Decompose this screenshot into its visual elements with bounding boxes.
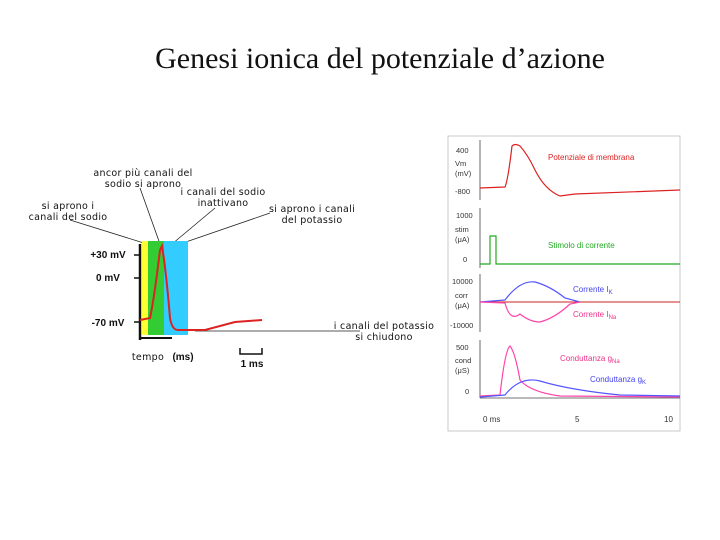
membrane-potential-curve	[479, 143, 681, 197]
potassium-conductance-curve	[479, 379, 681, 398]
membrane-potential-trace	[139, 242, 263, 331]
unit-label: (μA)	[455, 235, 470, 244]
pointer-line	[171, 207, 216, 245]
pointer-line	[179, 212, 271, 245]
sodium-onset-band	[142, 241, 152, 335]
x-tick-label: 10	[664, 415, 673, 424]
pointer-line	[139, 187, 161, 245]
y-tick-label: 0 mV	[96, 273, 120, 284]
page-title: Genesi ionica del potenziale d’azione	[155, 42, 605, 75]
tick-label: 400	[456, 146, 469, 155]
panel-border	[447, 135, 681, 432]
legend-potassium-current: Corrente IK	[573, 285, 613, 296]
unit-label: corr	[455, 291, 468, 300]
unit-label: cond	[455, 356, 471, 365]
legend-sodium-conductance: Conduttanza gNa	[560, 354, 620, 365]
panel-currents: 10000 -10000 corr (μA) Corrente IK Corre…	[450, 274, 680, 332]
tick-label: 0	[465, 387, 469, 396]
scale-bar-label: 1 ms	[241, 359, 264, 370]
panel-membrane-potential: 400 -800 Vm (mV) Potenziale di membrana	[455, 140, 681, 200]
label-sodium-inactive: i canali del sodio inattivano	[180, 187, 266, 209]
legend-membrane: Potenziale di membrana	[548, 153, 635, 162]
panel-stimulus: 1000 0 stim (μA) Stimolo di corrente	[455, 208, 680, 268]
unit-label: Vm	[455, 159, 466, 168]
label-more-sodium: ancor più canali del sodio si aprono	[93, 168, 193, 190]
unit-label: (μS)	[455, 366, 470, 375]
legend-sodium-current: Corrente INa	[573, 310, 617, 321]
label-potassium-open: si aprono i canali del potassio	[268, 204, 356, 226]
unit-label: (mV)	[455, 169, 472, 178]
x-unit-label: (ms)	[172, 352, 193, 363]
unit-label: stim	[455, 225, 469, 234]
scale-bar	[239, 348, 263, 355]
tick-label: 10000	[452, 277, 473, 286]
pointer-line	[69, 219, 148, 245]
label-time: tempo	[131, 352, 165, 363]
label-sodium-open: si aprono i canali del sodio	[28, 201, 108, 223]
sodium-conductance-curve	[479, 345, 681, 398]
potassium-current-curve	[479, 281, 581, 303]
legend-potassium-conductance: Conduttanza gK	[590, 375, 646, 386]
tick-label: -800	[455, 187, 470, 196]
tick-label: 0	[463, 255, 467, 264]
x-tick-label: 5	[575, 415, 580, 424]
y-tick-label: +30 mV	[90, 250, 126, 261]
y-tick-label: -70 mV	[92, 318, 125, 329]
legend-stimulus: Stimolo di corrente	[548, 241, 615, 250]
unit-label: (μA)	[455, 301, 470, 310]
tick-label: 1000	[456, 211, 473, 220]
tick-label: 500	[456, 343, 469, 352]
sodium-current-curve	[479, 301, 581, 323]
x-tick-label: 0 ms	[483, 415, 500, 424]
stimulus-curve	[480, 235, 680, 265]
panel-conductances: 500 0 cond (μS) Conduttanza gNa Condutta…	[455, 340, 681, 399]
label-potassium-close: i canali del potassio si chiudono	[333, 321, 435, 343]
tick-label: -10000	[450, 321, 473, 330]
